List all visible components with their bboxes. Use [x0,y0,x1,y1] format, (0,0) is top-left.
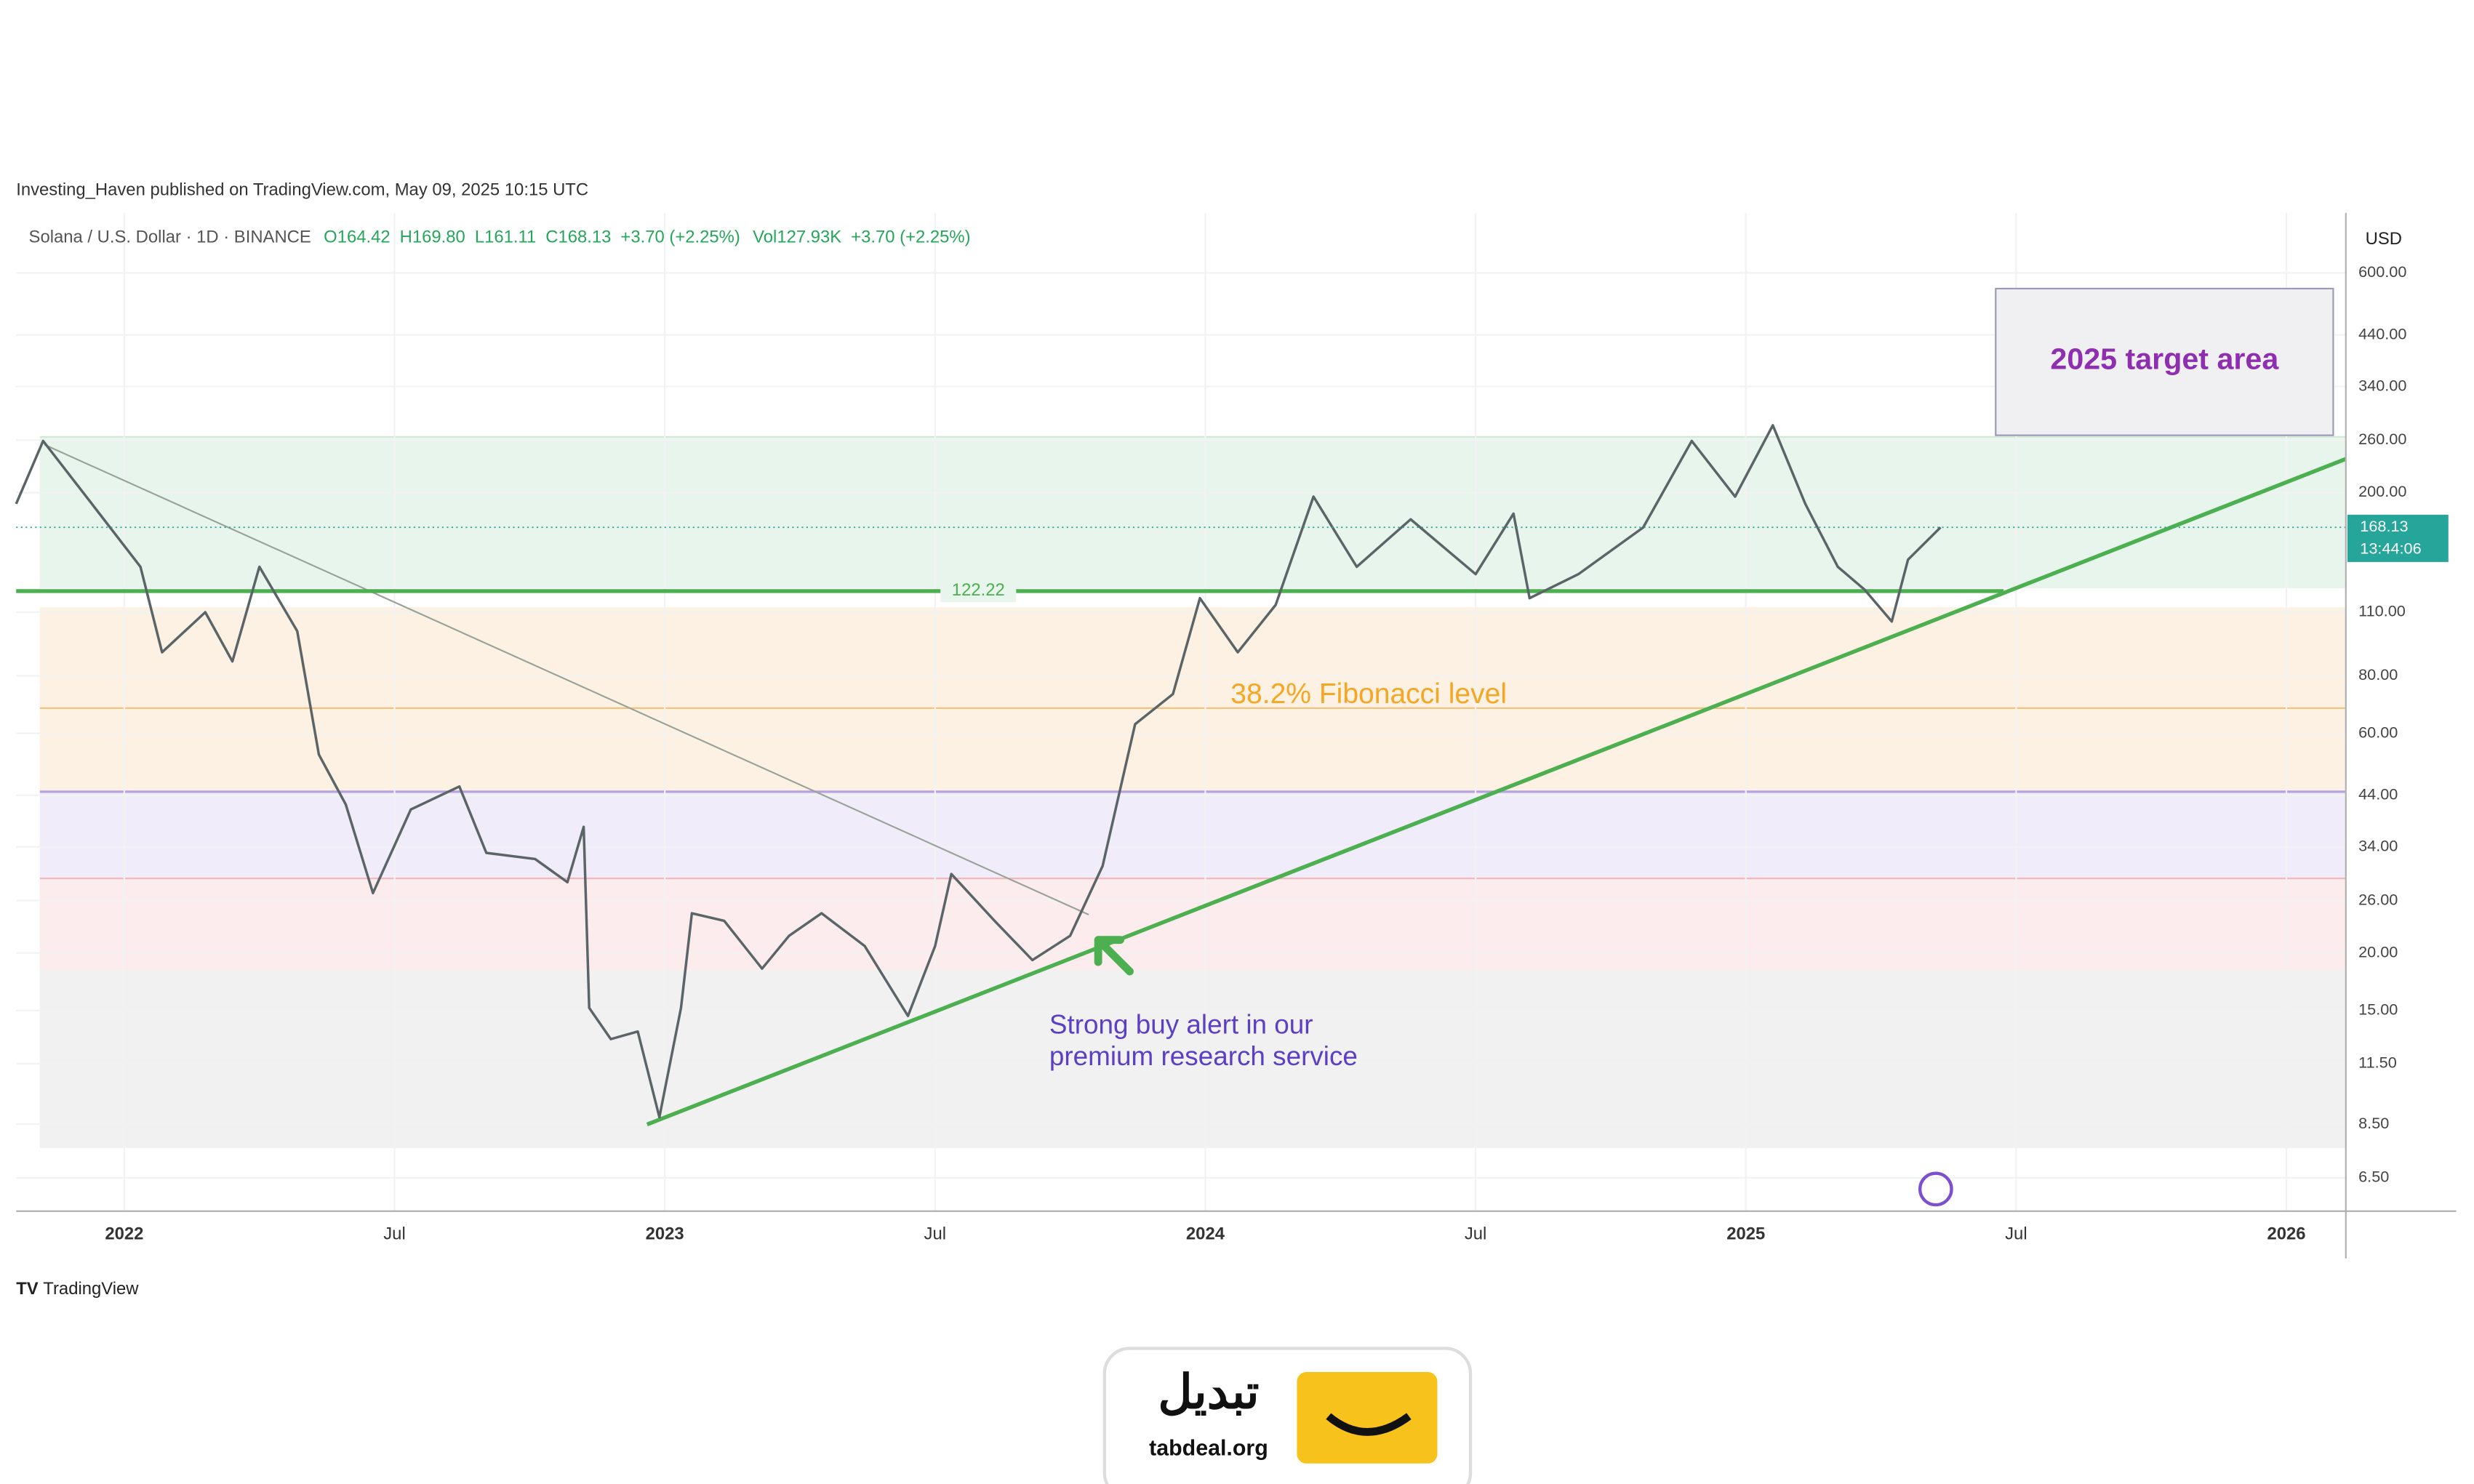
y-tick-label: 34.00 [2358,837,2398,855]
x-tick-label: 2023 [646,1224,684,1244]
buy-arrow [1094,936,1134,976]
fib-band [39,791,2346,879]
y-tick-label: 44.00 [2358,785,2398,803]
ohlc: C168.13 [545,228,611,247]
y-tick-label: 260.00 [2358,430,2406,448]
y-tick-label: 440.00 [2358,324,2406,342]
ohlc: H169.80 [400,228,465,247]
y-tick-label: 15.00 [2358,1000,2398,1019]
fib-band [39,607,2346,792]
price-line [15,424,1942,1119]
fib-band [39,969,2346,1149]
footer-icon-smile [1326,1413,1412,1436]
x-tick-label: 2024 [1186,1224,1225,1244]
y-tick-label: 600.00 [2358,262,2406,281]
y-tick-label: 80.00 [2358,665,2398,683]
y-tick-label: 60.00 [2358,723,2398,741]
symbol-legend: Solana / U.S. Dollar · 1D · BINANCE O164.… [29,228,971,247]
x-tick-label: Jul [1465,1224,1486,1244]
x-tick-label: Jul [924,1224,946,1244]
last-price: 168.13 [2360,517,2408,535]
fib-band [39,436,2346,589]
footer-brand: تبدیل [1158,1365,1259,1419]
icon[interactable] [1918,1171,1953,1207]
x-tick-label: Jul [383,1224,405,1244]
x-tick-label: 2022 [105,1224,143,1244]
currency: USD [2366,229,2402,249]
target-box [1995,287,2334,436]
logo-text: TradingView [43,1280,139,1299]
x-tick-label: 2026 [2267,1224,2306,1244]
trend-line [646,457,2347,1126]
grid [16,212,2346,1211]
last-price-tag [2347,514,2449,562]
y-tick-label: 6.50 [2358,1168,2389,1186]
buy-label: Strong buy alert in our [1049,1010,1313,1040]
ohlc: L161.11 [475,228,536,247]
x-tick-label: 2025 [1726,1224,1765,1244]
countdown: 13:44:06 [2360,539,2421,557]
symbol: Solana / U.S. Dollar · 1D · BINANCE [29,228,311,247]
change: +3.70 (+2.25%) [620,228,740,247]
fib-label: 38.2% Fibonacci level [1230,678,1507,710]
plot: 122.22 [15,424,2346,1119]
y-tick-label: 20.00 [2358,942,2398,960]
publisher: Investing_Haven published on TradingView… [16,180,588,200]
fib-band [39,878,2346,970]
ohlc: O164.42 [324,228,390,247]
y-tick-label: 26.00 [2358,890,2398,908]
y-tick-label: 11.50 [2358,1054,2397,1072]
footer-site: tabdeal.org [1149,1436,1268,1460]
logo: TV TradingView [16,1280,139,1299]
footer-icon [1297,1372,1438,1464]
target-label: 2025 target area [2050,342,2279,376]
buy-label: premium research service [1049,1041,1358,1071]
volume-change: +3.70 (+2.25%) [851,228,970,247]
level-label: 122.22 [952,580,1005,600]
trend-line [44,444,1089,915]
volume: Vol127.93K [753,228,841,247]
y-tick-label: 200.00 [2358,482,2406,500]
y-tick-label: 110.00 [2358,602,2406,620]
x-tick-label: Jul [2005,1224,2027,1244]
y-tick-label: 340.00 [2358,376,2406,394]
level-label-bg [940,579,1017,603]
y-tick-label: 8.50 [2358,1114,2389,1132]
